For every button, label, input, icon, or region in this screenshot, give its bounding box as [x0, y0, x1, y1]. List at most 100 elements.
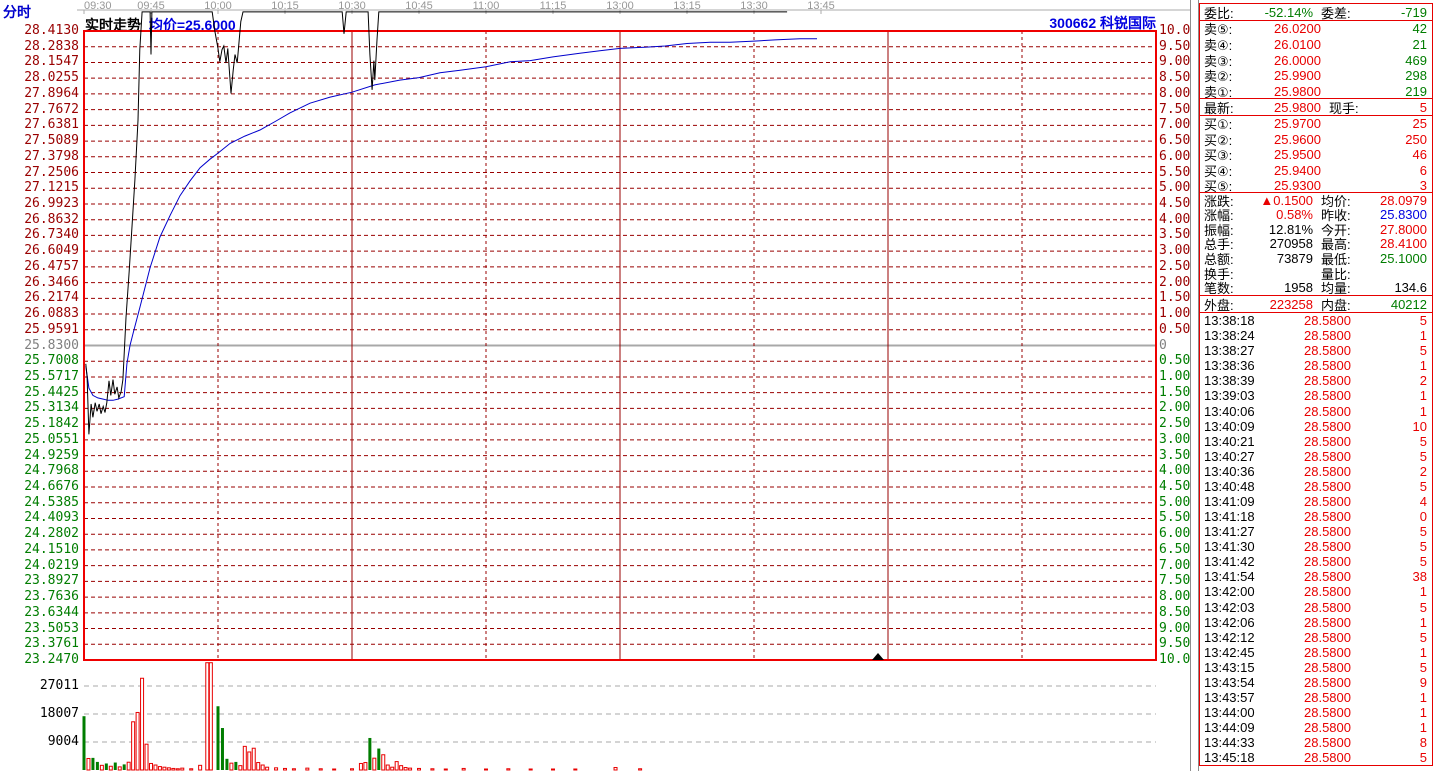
trade-price: 28.5800: [1304, 524, 1351, 540]
percent-axis-label: 4.50%: [1159, 195, 1199, 211]
trade-row[interactable]: 13:40:09 28.5800 10: [1200, 419, 1432, 434]
trade-price: 28.5800: [1304, 689, 1351, 705]
trade-row[interactable]: 13:41:09 28.5800 4: [1200, 494, 1432, 509]
trade-row[interactable]: 13:41:27 28.5800 5: [1200, 524, 1432, 539]
volume-bar-up: [638, 768, 643, 771]
trade-row[interactable]: 13:42:03 28.5800 5: [1200, 599, 1432, 615]
buy-queue-row[interactable]: 买③: 25.9500 46: [1200, 147, 1432, 163]
volume-bar-up: [385, 764, 390, 771]
stat-value: 1958: [1284, 280, 1313, 296]
volume-bar-up: [242, 745, 247, 771]
sell-level-label: 卖①:: [1204, 85, 1233, 101]
percent-axis-label: 8.00%: [1159, 589, 1199, 605]
trade-row[interactable]: 13:41:30 28.5800 5: [1200, 539, 1432, 554]
buy-queue-row[interactable]: 买①: 25.9700 25: [1200, 116, 1432, 132]
percent-axis-label: 3.00%: [1159, 431, 1199, 447]
percent-axis-label: 4.50%: [1159, 479, 1199, 495]
price-axis-label: 23.5053: [24, 620, 79, 636]
buy-queue-row[interactable]: 买②: 25.9600 250: [1200, 132, 1432, 148]
weibi-value: -52.14%: [1264, 4, 1313, 20]
trade-row[interactable]: 13:44:33 28.5800 8: [1200, 735, 1432, 750]
price-axis-label: 24.7968: [24, 463, 79, 479]
trade-row[interactable]: 13:38:24 28.5800 1: [1200, 328, 1432, 343]
trade-row[interactable]: 13:38:18 28.5800 5: [1200, 313, 1432, 328]
trade-price: 28.5800: [1304, 448, 1351, 464]
stat-label: 最低:: [1321, 251, 1351, 267]
stat-value: 28.4100: [1380, 236, 1427, 252]
buy-queue-row[interactable]: 买④: 25.9400 6: [1200, 163, 1432, 179]
trade-time: 13:41:09: [1204, 493, 1255, 509]
trade-row[interactable]: 13:40:27 28.5800 5: [1200, 449, 1432, 464]
volume-bar-up: [247, 751, 252, 771]
latest-price: 25.9800: [1274, 99, 1321, 115]
trade-row[interactable]: 13:41:18 28.5800 0: [1200, 509, 1432, 524]
percent-axis-label: 8.00%: [1159, 85, 1199, 101]
volume-bar-up: [135, 711, 140, 771]
buy-queue-row[interactable]: 买⑤: 25.9300 3: [1200, 178, 1432, 194]
stat-value: 27.8000: [1380, 221, 1427, 237]
trade-row[interactable]: 13:40:36 28.5800 2: [1200, 464, 1432, 479]
percent-axis-label: 1.50%: [1159, 290, 1199, 306]
trade-row[interactable]: 13:41:54 28.5800 38: [1200, 569, 1432, 584]
trade-row[interactable]: 13:42:06 28.5800 1: [1200, 615, 1432, 630]
trade-row[interactable]: 13:44:00 28.5800 1: [1200, 705, 1432, 720]
inner-volume-label: 内盘:: [1321, 297, 1351, 313]
volume-axis-label: 18007: [39, 706, 79, 721]
trade-volume: 1: [1419, 644, 1427, 660]
trade-volume: 4: [1419, 493, 1427, 509]
percent-axis-label: 8.50%: [1159, 70, 1199, 86]
sell-queue-row[interactable]: 卖③: 26.0000 469: [1200, 52, 1432, 69]
trade-row[interactable]: 13:42:12 28.5800 5: [1200, 630, 1432, 645]
percent-axis-label: 0: [1159, 337, 1167, 353]
sell-price: 26.0100: [1274, 37, 1321, 53]
sell-volume: 298: [1405, 68, 1427, 84]
trade-row[interactable]: 13:40:06 28.5800 1: [1200, 403, 1432, 419]
trade-price: 28.5800: [1304, 509, 1351, 525]
sell-queue-row[interactable]: 卖④: 26.0100 21: [1200, 37, 1432, 53]
trade-row[interactable]: 13:45:18 28.5800 5: [1200, 750, 1432, 765]
trade-row[interactable]: 13:38:27 28.5800 5: [1200, 343, 1432, 358]
trade-row[interactable]: 13:43:54 28.5800 9: [1200, 675, 1432, 690]
buy-level-label: 买④:: [1204, 163, 1233, 179]
trade-row[interactable]: 13:43:57 28.5800 1: [1200, 690, 1432, 705]
trade-row[interactable]: 13:38:36 28.5800 1: [1200, 358, 1432, 373]
volume-bar-up: [417, 767, 421, 771]
sell-queue-row[interactable]: 卖②: 25.9900 298: [1200, 68, 1432, 84]
percent-axis-label: 7.00%: [1159, 117, 1199, 133]
percent-axis-label: 5.50%: [1159, 164, 1199, 180]
panel-divider[interactable]: [1190, 0, 1199, 771]
percent-axis-label: 5.50%: [1159, 510, 1199, 526]
volume-bar-up: [238, 765, 243, 771]
current-lots-value: 5: [1419, 99, 1427, 115]
trade-time: 13:44:00: [1204, 705, 1255, 721]
view-mode-label[interactable]: 分时: [3, 4, 31, 20]
trade-row[interactable]: 13:43:15 28.5800 5: [1200, 660, 1432, 675]
volume-bar-up: [613, 767, 618, 771]
trade-price: 28.5800: [1304, 373, 1351, 389]
volume-bar-up: [430, 768, 435, 771]
time-ruler-label: 13:15: [673, 0, 701, 12]
trade-price: 28.5800: [1304, 433, 1351, 449]
sell-queue-row[interactable]: 卖①: 25.9800 219: [1200, 84, 1432, 100]
volume-bar-up: [506, 768, 511, 771]
trade-row[interactable]: 13:42:45 28.5800 1: [1200, 645, 1432, 660]
trade-row[interactable]: 13:44:09 28.5800 1: [1200, 720, 1432, 735]
trade-volume: 8: [1419, 735, 1427, 751]
trade-row[interactable]: 13:39:03 28.5800 1: [1200, 388, 1432, 403]
buy-level-label: 买⑤:: [1204, 179, 1233, 195]
trade-row[interactable]: 13:40:21 28.5800 5: [1200, 434, 1432, 449]
stock-code-name[interactable]: 300662 科锐国际: [1049, 15, 1156, 31]
volume-bar-up: [484, 768, 488, 771]
trade-row[interactable]: 13:42:00 28.5800 1: [1200, 584, 1432, 599]
trade-row[interactable]: 13:41:42 28.5800 5: [1200, 554, 1432, 569]
trade-volume: 5: [1419, 343, 1427, 359]
stat-label: 总手:: [1204, 237, 1234, 253]
trade-time: 13:44:09: [1204, 720, 1255, 736]
trade-row[interactable]: 13:38:39 28.5800 2: [1200, 373, 1432, 388]
sell-queue-row[interactable]: 卖⑤: 26.0200 42: [1200, 21, 1432, 37]
trade-time: 13:40:27: [1204, 448, 1255, 464]
volume-bar-up: [265, 766, 270, 771]
trade-row[interactable]: 13:40:48 28.5800 5: [1200, 479, 1432, 494]
volume-bar-up: [318, 768, 323, 771]
